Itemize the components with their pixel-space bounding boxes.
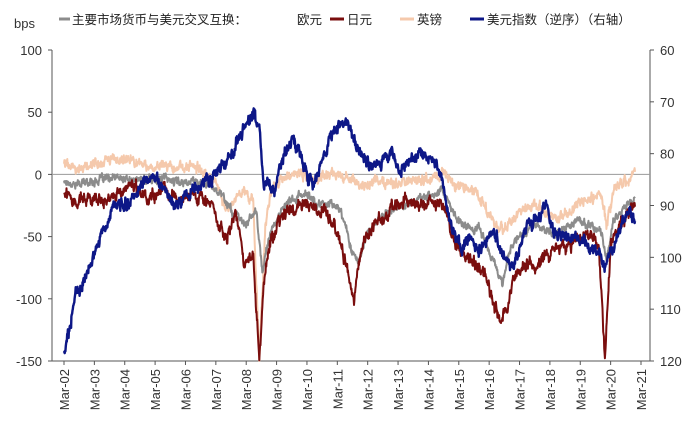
legend-label-3: 美元指数（逆序）（右轴） — [487, 12, 631, 27]
right-tick-label: 90 — [660, 199, 674, 214]
left-tick-label: 0 — [35, 167, 42, 182]
series-line-1 — [63, 178, 636, 362]
series-line-0 — [63, 172, 636, 288]
x-tick-label: Mar-04 — [118, 369, 133, 410]
y-axis-unit-label: bps — [14, 16, 35, 31]
x-tick-label: Mar-15 — [452, 369, 467, 410]
x-tick-label: Mar-16 — [482, 369, 497, 410]
x-tick-label: Mar-13 — [391, 369, 406, 410]
left-tick-label: -50 — [23, 230, 42, 245]
x-tick-label: Mar-03 — [87, 369, 102, 410]
left-tick-label: 100 — [20, 43, 42, 58]
legend-label-0: 欧元 — [297, 12, 322, 27]
x-tick-label: Mar-14 — [421, 369, 436, 410]
right-tick-label: 110 — [660, 302, 681, 317]
left-tick-label: -100 — [16, 292, 42, 307]
right-tick-label: 70 — [660, 95, 674, 110]
x-tick-label: Mar-02 — [57, 369, 72, 410]
x-tick-label: Mar-21 — [634, 369, 649, 410]
x-tick-label: Mar-11 — [330, 369, 345, 409]
legend-title: 主要市场货币与美元交叉互换： — [72, 12, 247, 27]
x-tick-label: Mar-07 — [209, 369, 224, 410]
x-tick-label: Mar-06 — [178, 369, 193, 410]
x-tick-label: Mar-19 — [573, 369, 588, 410]
x-tick-label: Mar-10 — [300, 369, 315, 410]
right-tick-label: 60 — [660, 43, 674, 58]
x-tick-label: Mar-08 — [239, 369, 254, 410]
series-line-2 — [63, 153, 636, 362]
x-tick-label: Mar-12 — [361, 369, 376, 410]
right-tick-label: 80 — [660, 147, 674, 162]
right-tick-label: 120 — [660, 354, 682, 369]
x-tick-label: Mar-09 — [270, 369, 285, 410]
legend-label-2: 英镑 — [417, 12, 442, 27]
series-line-3 — [62, 107, 637, 355]
left-tick-label: -150 — [16, 354, 42, 369]
x-tick-label: Mar-17 — [513, 369, 528, 410]
x-tick-label: Mar-20 — [604, 369, 619, 410]
x-tick-label: Mar-05 — [148, 369, 163, 410]
right-tick-label: 100 — [660, 250, 682, 265]
left-tick-label: 50 — [28, 105, 42, 120]
legend-label-1: 日元 — [347, 12, 372, 27]
x-tick-label: Mar-18 — [543, 369, 558, 410]
